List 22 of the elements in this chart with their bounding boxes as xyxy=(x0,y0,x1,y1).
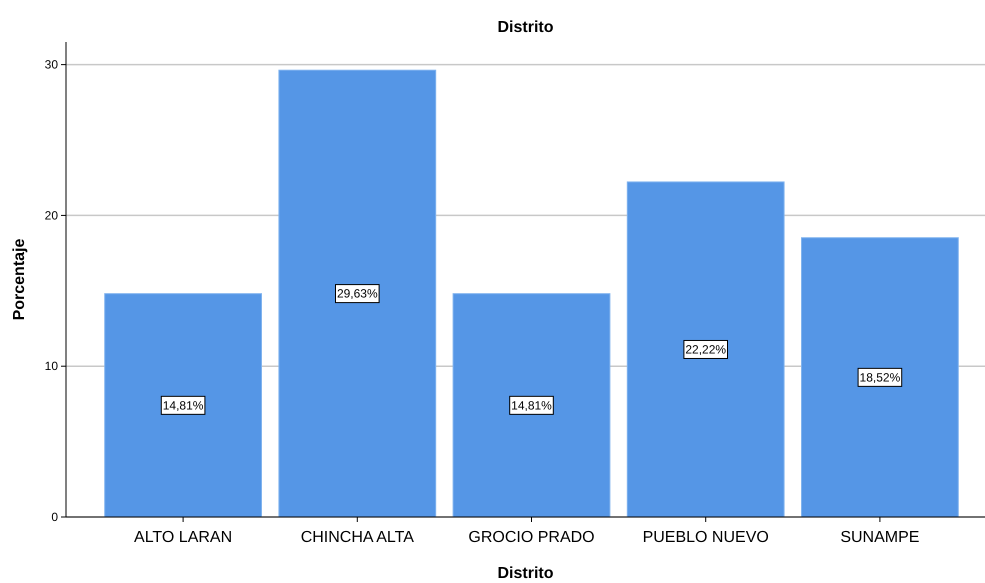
y-tick-label: 0 xyxy=(51,510,58,524)
x-tick-label: SUNAMPE xyxy=(840,529,920,546)
y-tick-label: 30 xyxy=(44,58,58,72)
bar xyxy=(626,181,785,518)
bar xyxy=(452,293,610,518)
data-label: 22,22% xyxy=(685,342,726,356)
y-tick-label: 20 xyxy=(44,208,58,222)
data-label: 14,81% xyxy=(511,398,552,412)
bar xyxy=(104,293,262,518)
data-label: 14,81% xyxy=(162,398,204,412)
y-axis-title: Porcentaje xyxy=(11,238,28,320)
x-tick-label: ALTO LARAN xyxy=(134,529,232,546)
data-label: 18,52% xyxy=(860,370,901,384)
x-tick-label: PUEBLO NUEVO xyxy=(642,529,769,546)
data-label: 29,63% xyxy=(336,286,378,301)
chart-title: Distrito xyxy=(498,19,554,36)
bar xyxy=(278,70,436,518)
x-tick-label: CHINCHA ALTA xyxy=(300,529,414,546)
bar xyxy=(801,237,959,518)
x-tick-label: GROCIO PRADO xyxy=(468,529,595,546)
x-axis-title: Distrito xyxy=(498,565,554,582)
y-tick-label: 10 xyxy=(44,359,58,374)
